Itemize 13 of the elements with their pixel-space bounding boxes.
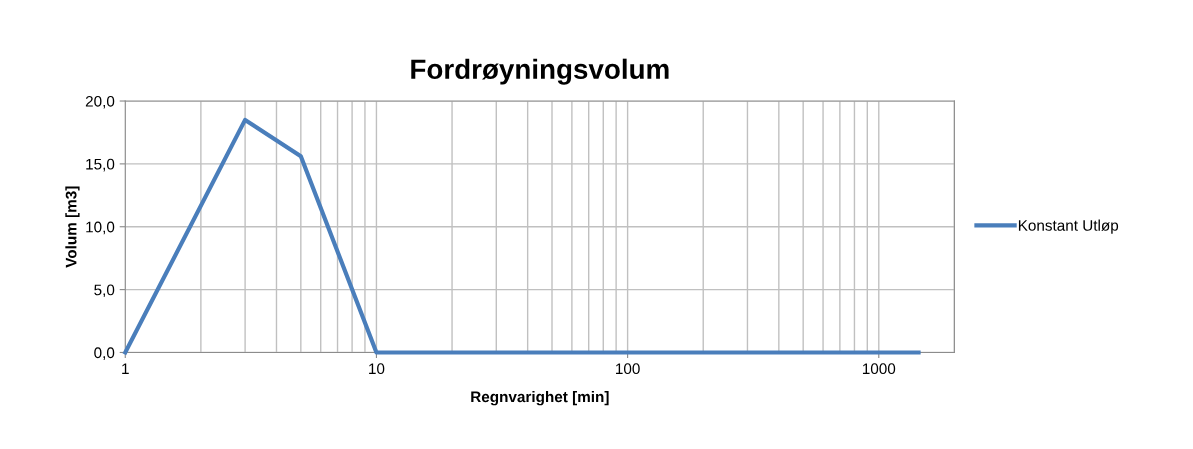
chart-title: Fordrøyningsvolum — [411, 58, 669, 85]
x-tick-label: 1000 — [862, 363, 896, 375]
y-tick-label: 20,0 — [85, 95, 115, 109]
x-tick-label: 1 — [122, 363, 129, 374]
x-axis-title: Regnvarighet [min] — [471, 391, 609, 406]
y-axis-title: Volum [m3] — [65, 186, 80, 268]
y-tick-label: 0,0 — [94, 347, 115, 360]
x-tick-label: 10 — [369, 363, 385, 375]
y-tick-label: 10,0 — [86, 221, 115, 235]
y-tick-label: 5,0 — [94, 284, 115, 298]
legend-label: Konstant Utløp — [1018, 219, 1119, 234]
x-tick-label: 100 — [616, 363, 640, 375]
y-tick-label: 15,0 — [86, 158, 115, 172]
